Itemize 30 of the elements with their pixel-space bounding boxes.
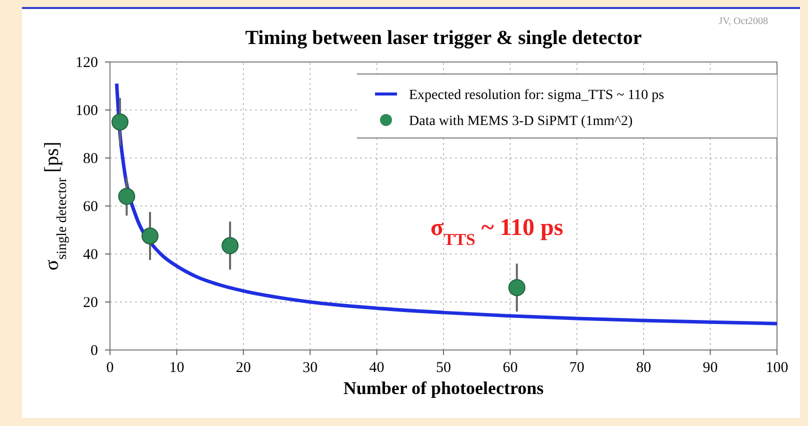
- y-tick-label: 0: [90, 343, 98, 359]
- y-tick-label: 100: [76, 103, 98, 119]
- x-tick-label: 10: [169, 360, 184, 376]
- x-tick-label: 0: [106, 360, 114, 376]
- y-tick-label: 40: [83, 247, 98, 263]
- y-tick-label: 20: [83, 295, 98, 311]
- x-tick-label: 100: [766, 360, 788, 376]
- point: [222, 237, 239, 254]
- point: [508, 279, 526, 296]
- point: [118, 188, 136, 205]
- x-tick-label: 90: [702, 360, 718, 376]
- x-tick-label: 50: [436, 360, 451, 376]
- x-tick-label: 30: [302, 360, 318, 376]
- x-tick-label: 70: [569, 360, 584, 376]
- x-tick-label: 60: [502, 360, 518, 376]
- annotation: σ$_{TTS}$ ~ 110 ps: [430, 214, 564, 248]
- x-tick-label: 80: [636, 360, 652, 376]
- y-tick-label: 80: [83, 151, 98, 167]
- y-tick-label: 60: [83, 199, 98, 215]
- point: [142, 228, 159, 244]
- legend-label: Data with MEMS 3-D SiPMT (1mm^2): [409, 114, 634, 129]
- x-axis-title: Number of photoelectrons: [343, 378, 544, 398]
- legend-label: Expected resolution for: sigma_TTS ~ 110 ps: [409, 88, 664, 103]
- line-series: [114, 82, 779, 326]
- y-tick-label: 120: [76, 55, 98, 71]
- x-tick-label: 20: [236, 360, 251, 376]
- text: JV, Oct2008: [718, 16, 768, 27]
- chart-title: Timing between laser trigger & single detector: [245, 27, 642, 49]
- x-tick-label: 40: [369, 360, 384, 376]
- point: [112, 114, 129, 130]
